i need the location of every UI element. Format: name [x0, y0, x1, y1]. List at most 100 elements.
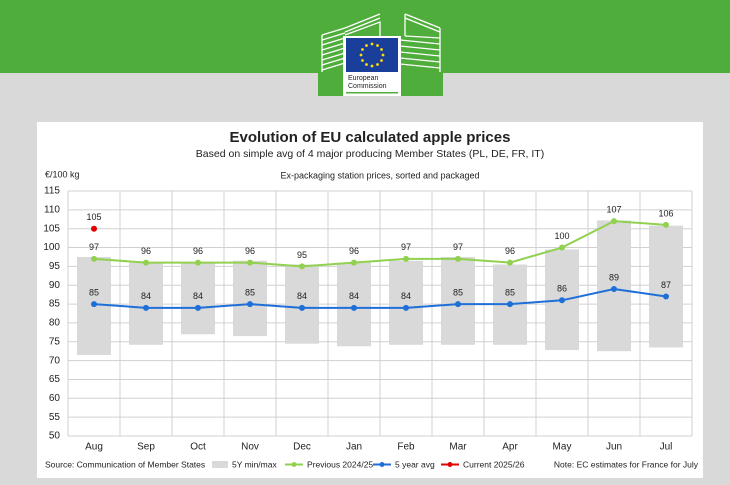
star: [380, 59, 383, 62]
point: [507, 301, 513, 308]
value-label: 84: [349, 291, 359, 301]
annotation: Ex-packaging station prices, sorted and …: [280, 170, 479, 180]
star: [361, 48, 364, 51]
x-tick-label: Apr: [502, 442, 518, 453]
series-line: [93, 287, 667, 309]
legend-swatch: [212, 461, 228, 468]
range-bar: [441, 256, 475, 345]
star: [365, 44, 368, 47]
star: [380, 48, 383, 51]
note: Note: EC estimates for France for July: [554, 459, 699, 469]
legend-marker: [291, 462, 297, 467]
chart-title: Evolution of EU calculated apple prices: [230, 129, 511, 146]
value-label: 85: [453, 287, 463, 297]
range-bar: [389, 260, 423, 345]
point: [299, 304, 305, 311]
legend-label: Current 2025/26: [463, 459, 525, 469]
point: [91, 301, 97, 308]
point: [403, 255, 409, 262]
point: [559, 297, 565, 304]
legend-label: 5 year avg: [395, 459, 435, 469]
star: [370, 42, 374, 46]
x-tick-label: Jul: [660, 442, 673, 453]
point: [195, 259, 201, 266]
y-tick-label: 95: [49, 261, 61, 272]
logo-text: Commission: [348, 83, 387, 90]
y-tick-label: 85: [49, 299, 61, 310]
y-axis-label: €/100 kg: [45, 169, 80, 179]
star: [359, 53, 363, 57]
range-bar: [337, 262, 371, 347]
y-tick-label: 115: [44, 186, 60, 197]
range-bar: [181, 262, 215, 335]
y-tick-label: 100: [43, 242, 60, 253]
point: [611, 286, 617, 292]
chart-subtitle: Based on simple avg of 4 major producing…: [196, 148, 544, 160]
y-tick-label: 70: [49, 355, 61, 366]
logo-rule: [346, 92, 398, 94]
point: [143, 304, 149, 311]
value-label: 97: [401, 242, 411, 252]
point: [299, 263, 305, 270]
point: [507, 259, 513, 266]
x-tick-label: Jun: [606, 442, 622, 453]
range-bar: [129, 262, 163, 345]
value-label: 85: [505, 287, 515, 297]
value-label: 84: [141, 291, 151, 301]
star: [365, 63, 368, 66]
value-label: 84: [193, 291, 203, 301]
y-tick-label: 65: [49, 374, 61, 385]
value-label: 96: [193, 246, 203, 256]
point: [143, 259, 149, 266]
x-tick-label: May: [553, 442, 572, 453]
y-tick-label: 55: [49, 412, 61, 423]
star: [376, 63, 379, 66]
y-tick-label: 80: [49, 318, 61, 329]
value-label: 86: [557, 284, 567, 294]
value-label: 96: [245, 246, 255, 256]
x-tick-label: Dec: [293, 442, 311, 453]
value-label: 96: [505, 246, 515, 256]
value-label: 87: [661, 280, 671, 290]
star: [376, 44, 379, 47]
value-label: 85: [89, 287, 99, 297]
point: [91, 255, 97, 262]
point: [351, 304, 357, 311]
point: [351, 259, 357, 266]
x-tick-label: Nov: [241, 442, 259, 453]
point: [91, 225, 97, 232]
point: [195, 304, 201, 311]
x-tick-label: Feb: [397, 442, 415, 453]
logo-text: European: [348, 75, 378, 82]
series-line: [93, 220, 667, 268]
x-tick-label: Sep: [137, 442, 155, 453]
value-label: 85: [245, 287, 255, 297]
value-label: 106: [658, 208, 673, 218]
legend-marker: [379, 462, 385, 467]
y-tick-label: 110: [44, 204, 60, 215]
legend-label: Previous 2024/25: [307, 459, 373, 469]
point: [559, 244, 565, 251]
legend-label: 5Y min/max: [232, 459, 277, 469]
y-tick-label: 90: [49, 280, 61, 291]
y-tick-label: 50: [49, 431, 61, 442]
value-label: 96: [349, 246, 359, 256]
value-label: 97: [453, 242, 463, 252]
value-label: 105: [86, 212, 101, 222]
x-tick-label: Jan: [346, 442, 362, 453]
logo-building: [321, 13, 441, 72]
point: [455, 255, 461, 262]
star: [361, 59, 364, 62]
range-bar: [233, 260, 267, 337]
point: [663, 221, 669, 228]
eu-stars: [359, 42, 385, 68]
point: [247, 259, 253, 266]
star: [381, 53, 385, 57]
star: [370, 64, 374, 68]
range-bar: [597, 220, 631, 352]
value-label: 97: [89, 242, 99, 252]
y-tick-label: 75: [49, 336, 61, 347]
x-tick-label: Oct: [190, 442, 206, 453]
